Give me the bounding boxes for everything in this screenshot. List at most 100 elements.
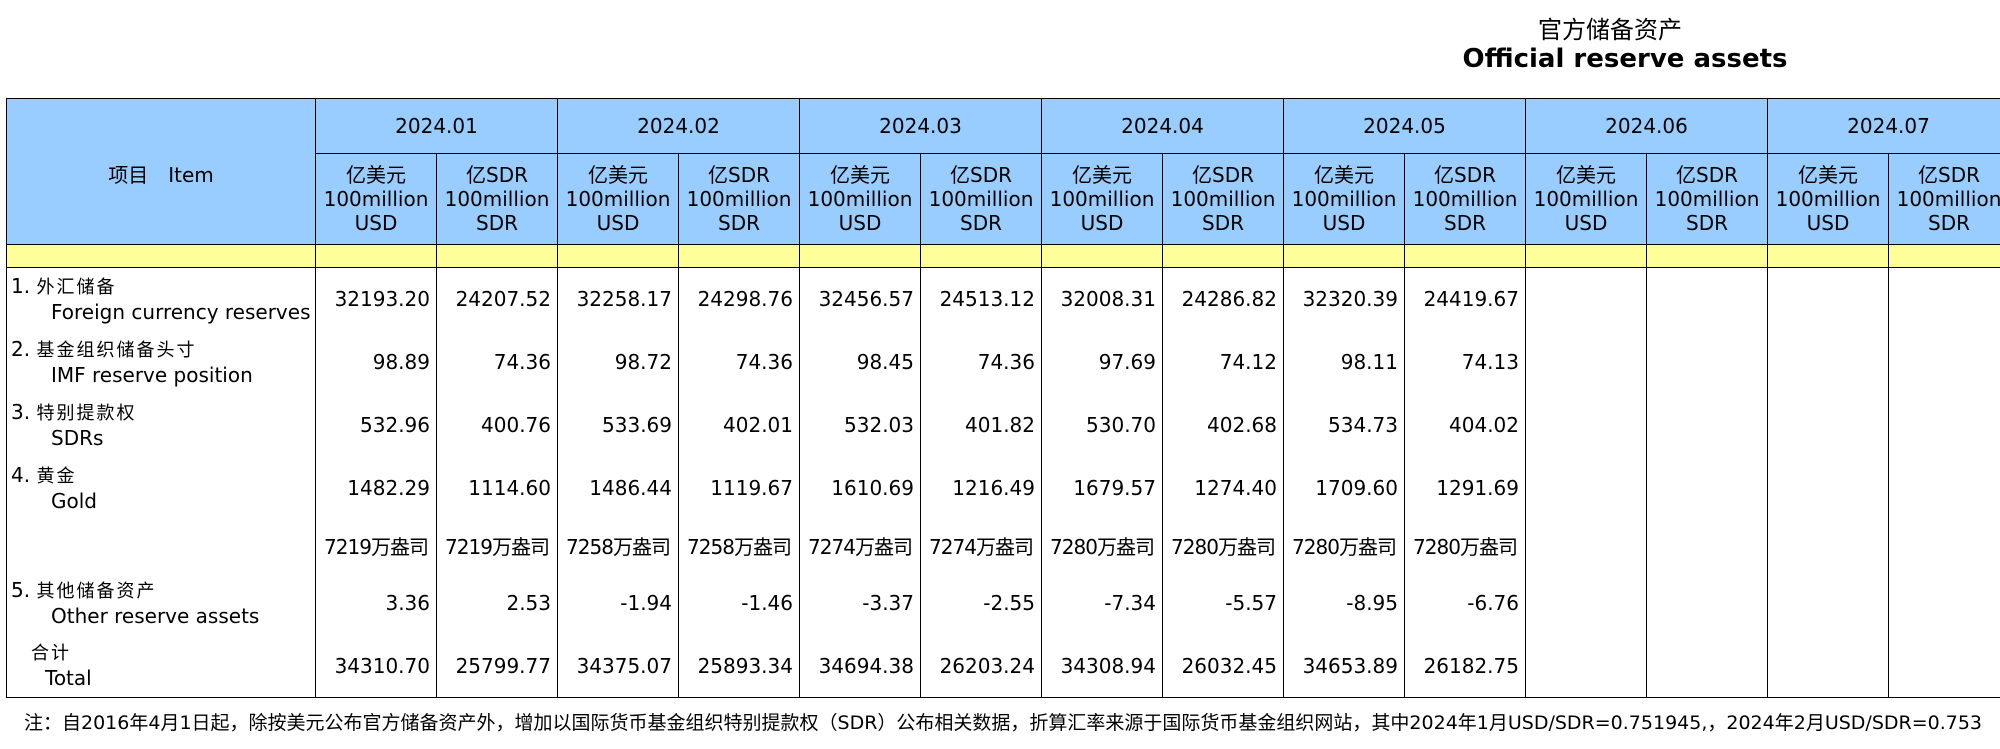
empty-cell [1888,330,2000,394]
empty-cell [1888,456,2000,520]
empty-cell [1525,571,1647,635]
data-row: 5. 其他储备资产 Other reserve assets 3.36 2.53 -1.… [6,571,2000,635]
unit-row: 亿美元 100million USD 亿SDR 100million SDR 亿美元 100m… [7,153,2000,245]
row-label: 5. 其他储备资产 Other reserve assets [6,571,316,635]
value-cell: 26203.24 [920,634,1042,698]
value-cell: 1216.49 [920,456,1042,520]
unit-line: 亿美元 [1314,163,1374,187]
value-cell: 32456.57 [799,267,921,331]
unit-header: 亿SDR 100million SDR [1646,153,1768,245]
value-cell: 32320.39 [1283,267,1405,331]
value-cell: 2.53 [436,571,558,635]
row-label: 1. 外汇储备 Foreign currency reserves [6,267,316,331]
empty-cell [1646,267,1768,331]
value-cell: 7274万盎司 [920,519,1042,572]
value-cell: 1610.69 [799,456,921,520]
empty-cell [1888,393,2000,457]
spacer-cell [678,244,800,268]
value-cell: 74.36 [678,330,800,394]
spacer-cell [6,244,316,268]
spacer-cell [557,244,679,268]
unit-header: 亿SDR 100million SDR [1162,153,1284,245]
data-row: 1. 外汇储备 Foreign currency reserves 32193.20… [6,267,2000,331]
value-cell: 74.12 [1162,330,1284,394]
empty-cell [1767,393,1889,457]
value-cell: 24298.76 [678,267,800,331]
empty-cell [1646,456,1768,520]
value-cell: -7.34 [1041,571,1163,635]
unit-line: 亿SDR [1434,163,1496,187]
value-cell: 1274.40 [1162,456,1284,520]
row-label-cn: 1. 外汇储备 [11,274,315,300]
empty-cell [1646,571,1768,635]
empty-cell [1767,456,1889,520]
value-cell: 7280万盎司 [1283,519,1405,572]
value-cell: 1114.60 [436,456,558,520]
month-header: 2024.03 [799,98,1042,154]
value-cell: 74.36 [436,330,558,394]
empty-cell [1646,634,1768,698]
month-header: 2024.05 [1283,98,1526,154]
empty-cell [1525,519,1647,572]
unit-header: 亿SDR 100million SDR [678,153,800,245]
value-cell: 34653.89 [1283,634,1405,698]
row-name-en: SDRs [51,425,104,450]
unit-line: 亿SDR [1192,163,1254,187]
value-cell: -1.94 [557,571,679,635]
value-cell: 1482.29 [315,456,437,520]
month-header: 2024.07 [1767,98,2000,154]
month-header: 2024.06 [1525,98,1768,154]
value-cell: 34310.70 [315,634,437,698]
row-name-cn: 外汇储备 [36,276,117,298]
unit-line: 亿美元 [346,163,406,187]
unit-line: USD [1322,211,1366,235]
unit-line: SDR [960,211,1002,235]
unit-line: 亿SDR [950,163,1012,187]
unit-line: 亿SDR [466,163,528,187]
spacer-cell [1162,244,1284,268]
empty-cell [1646,519,1768,572]
spacer-cell [1525,244,1647,268]
unit-line: SDR [718,211,760,235]
unit-line: USD [354,211,398,235]
value-cell: 32008.31 [1041,267,1163,331]
value-cell: 25893.34 [678,634,800,698]
value-cell: -3.37 [799,571,921,635]
value-cell: -1.46 [678,571,800,635]
unit-line: SDR [1202,211,1244,235]
empty-cell [1525,330,1647,394]
row-label-cn: 3. 特别提款权 [11,400,315,426]
unit-line: 亿美元 [588,163,648,187]
empty-cell [1888,634,2000,698]
row-label [6,519,316,572]
unit-line: SDR [1686,211,1728,235]
empty-cell [1767,267,1889,331]
unit-line: 亿SDR [1918,163,1980,187]
month-header: 2024.04 [1041,98,1284,154]
row-name-en: Other reserve assets [51,603,260,628]
unit-header: 亿SDR 100million SDR [1404,153,1526,245]
data-row: 2. 基金组织储备头寸 IMF reserve position 98.89 74.3… [6,330,2000,394]
value-cell: 530.70 [1041,393,1163,457]
unit-line: 亿美元 [830,163,890,187]
unit-header: 亿美元 100million USD [1525,153,1647,245]
row-number: 4. [11,462,31,487]
value-cell: 7219万盎司 [436,519,558,572]
value-cell: 401.82 [920,393,1042,457]
spacer-cell [799,244,921,268]
value-cell: 24286.82 [1162,267,1284,331]
value-cell: 34308.94 [1041,634,1163,698]
spacer-cell [1041,244,1163,268]
value-cell: 32258.17 [557,267,679,331]
spacer-row [6,244,2000,268]
value-cell: 24513.12 [920,267,1042,331]
value-cell: 7219万盎司 [315,519,437,572]
value-cell: 7280万盎司 [1041,519,1163,572]
data-row: 7219万盎司 7219万盎司 7258万盎司 7258万盎司 7274万盎司 7274万… [6,519,2000,572]
row-label: 4. 黄金 Gold [6,456,316,520]
value-cell: 26032.45 [1162,634,1284,698]
row-name-cn: 特别提款权 [36,402,137,424]
value-cell: 1486.44 [557,456,679,520]
value-cell: -8.95 [1283,571,1405,635]
